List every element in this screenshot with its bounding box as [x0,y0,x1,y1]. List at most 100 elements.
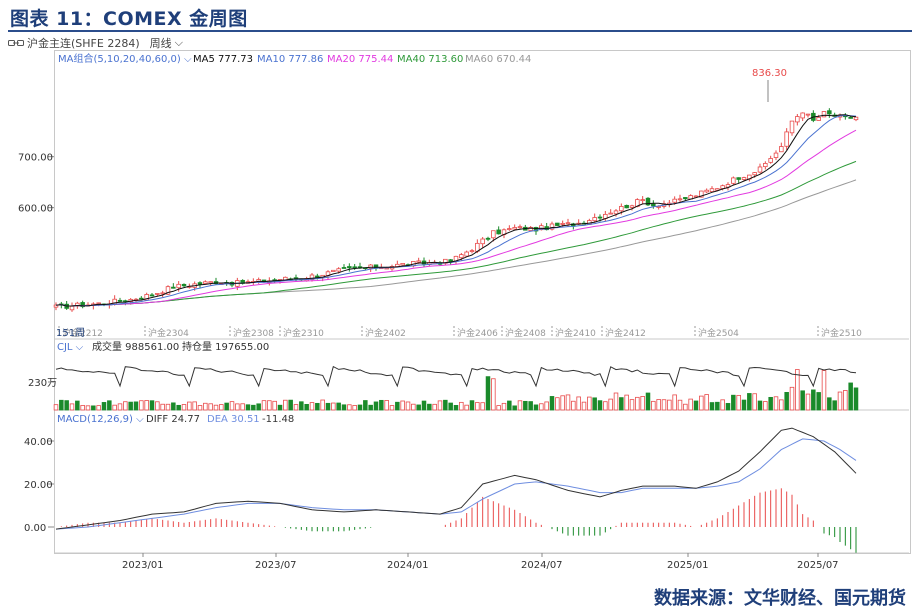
volume-bar [683,403,688,411]
candle [117,299,123,302]
symbol-selector[interactable]: 沪金主连(SHFE 2284) [8,35,140,51]
chart-toolbar: 沪金主连(SHFE 2284) 周线 ⌵ [8,35,183,51]
volume-bar [699,395,704,411]
volume-bar [784,392,789,411]
candle [704,189,709,193]
x-axis-label: 2023/01 [122,560,164,571]
candle [619,206,624,212]
volume-bar [603,401,608,411]
candle [693,195,699,198]
candle [763,163,768,168]
volume-bar [320,399,325,411]
volume-bar [528,401,533,411]
volume-bar [245,404,251,411]
candle [160,292,165,295]
contract-label: 沪金2308 [233,327,274,339]
candle [672,198,677,203]
volume-bar [491,378,496,411]
x-axis-label: 2023/07 [255,560,297,571]
candle [165,286,171,295]
volume-bar [464,404,469,411]
volume-bar [427,403,432,411]
volume-bar [629,399,635,411]
volume-bar [117,403,123,411]
volume-bar [795,369,800,411]
candle [592,217,597,222]
volume-bar [411,403,416,411]
volume-bar [736,394,741,411]
volume-bar [672,394,677,411]
candle [821,111,827,118]
contract-label: 沪金2406 [457,327,498,339]
x-axis-label: 2025/01 [667,560,709,571]
candle [640,199,645,202]
volume-bar [677,399,683,411]
symbol-label: 沪金主连(SHFE 2284) [27,37,140,50]
candle [469,250,475,252]
macd-panel: MACD(12,26,9) ⌵ DIFF 24.77 DEA 30.51 -11.48… [24,414,857,553]
period-selector[interactable]: 周线 ⌵ [150,35,183,51]
candle [485,237,491,240]
dea-line [55,438,857,530]
volume-bar [480,402,485,411]
volume-bar [181,404,187,411]
x-axis-label: 2025/07 [797,560,839,571]
volume-panel: CJL ⌵ 成交量 988561.00 持仓量 197655.00 230万 [28,340,859,411]
volume-bar [651,400,656,411]
candle [533,227,539,232]
volume-bar [165,403,171,411]
candle [597,216,603,219]
volume-bar [187,401,192,411]
candle [368,264,373,269]
volume-bar [112,404,117,411]
volume-bar [619,397,624,411]
volume-bar [64,400,69,411]
label-layer: MA组合(5,10,20,40,60,0) ⌵ MA5 777.73 MA10 77… [58,52,839,571]
volume-bar [832,400,837,411]
volume-bar [155,401,160,411]
candle [768,158,773,163]
ma-legend-item: MA60 670.44 [465,54,531,65]
candle [779,146,784,153]
contract-label: 沪金2504 [698,327,739,339]
candle [149,294,155,297]
volume-bar [373,401,379,411]
volume-bar [384,400,389,411]
volume-bar [507,400,512,411]
diff-line [55,427,857,530]
volume-bar [768,396,773,411]
ma-legend-item: MA40 713.60 [397,54,463,65]
ma40-line [55,160,857,307]
macd-tick-label: 0.00 [24,523,46,534]
ma-legend-item: MA20 775.44 [327,54,393,65]
volume-bar [123,401,128,411]
candle [645,197,651,206]
volume-bar [325,402,331,411]
candle [789,120,795,134]
volume-bar [352,405,357,411]
volume-bar [709,402,715,411]
volume-bar [144,400,149,411]
volume-bar [453,405,459,411]
candle [805,113,811,116]
period-count-label: 151周 [56,327,85,339]
ma20-line [55,129,857,307]
volume-bar [229,401,235,411]
volume-bar [363,400,368,411]
volume-bar [640,396,645,411]
candle [736,177,741,180]
volume-bar [293,404,299,411]
volume-bar [149,400,155,411]
volume-bar [608,398,613,411]
volume-bar [853,387,859,411]
volume-bar [816,392,821,411]
volume-bar [555,397,560,411]
ma10-line [55,114,857,307]
open-interest-legend: 持仓量 197655.00 [182,340,269,353]
volume-bar [261,400,267,411]
volume-bar [176,404,181,411]
volume-bar [459,401,464,411]
volume-bar [53,404,59,411]
candle [613,210,619,215]
volume-bar [128,401,133,411]
